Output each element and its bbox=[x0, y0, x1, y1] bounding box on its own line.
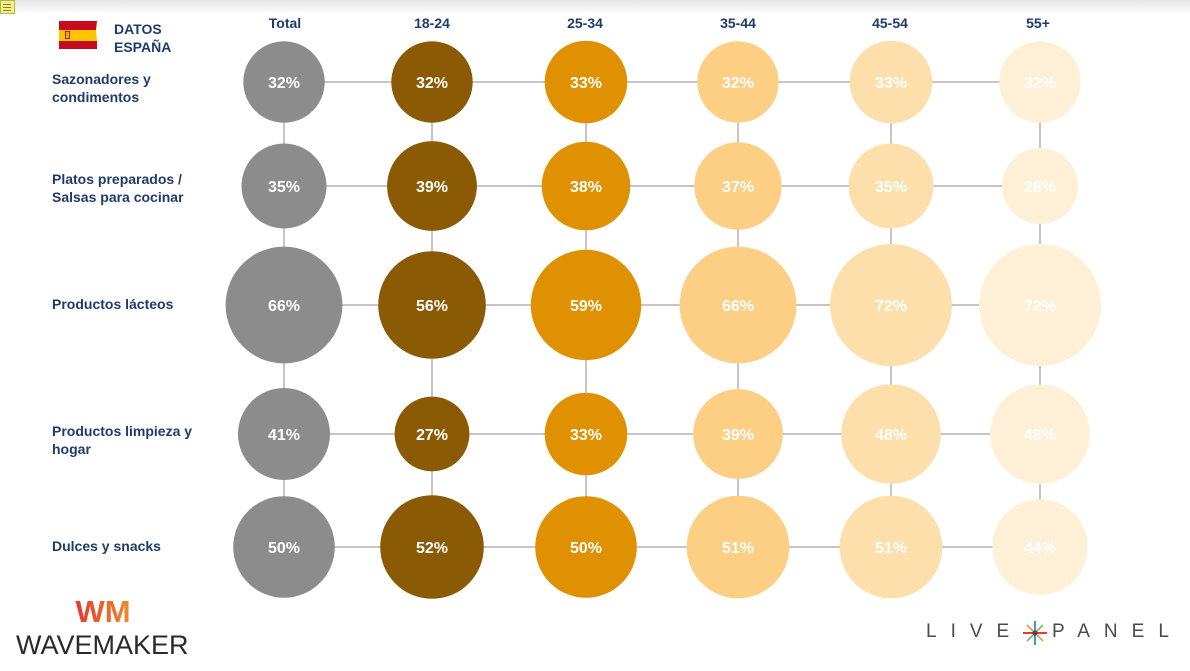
bubble bbox=[697, 41, 779, 123]
bubble bbox=[387, 141, 477, 231]
bubble-value-label: 33% bbox=[875, 75, 907, 92]
bubble bbox=[380, 495, 484, 599]
bubble bbox=[990, 384, 1090, 484]
bubble-value-label: 33% bbox=[570, 427, 602, 444]
bubble-value-label: 35% bbox=[875, 179, 907, 196]
bubble-value-label: 48% bbox=[875, 427, 907, 444]
brand-title: DATOS ESPAÑA bbox=[114, 20, 171, 56]
bubble bbox=[849, 40, 933, 124]
livepanel-star-icon bbox=[1023, 621, 1047, 645]
column-header: 35-44 bbox=[720, 15, 756, 31]
bubble-value-label: 32% bbox=[268, 75, 300, 92]
bubble bbox=[238, 388, 330, 480]
bubble bbox=[848, 143, 934, 229]
livepanel-logo: LIVE PANEL bbox=[926, 618, 1176, 648]
bubble bbox=[378, 251, 486, 359]
bubble-value-label: 32% bbox=[416, 75, 448, 92]
bubble bbox=[394, 396, 470, 472]
row-label: Productos lácteos bbox=[52, 296, 174, 312]
bubble-value-label: 37% bbox=[722, 179, 754, 196]
bubble bbox=[544, 392, 628, 476]
bubble-value-label: 72% bbox=[1024, 298, 1056, 315]
top-shade bbox=[0, 0, 1190, 14]
spain-flag-icon bbox=[58, 20, 98, 50]
wavemaker-name: WAVEMAKER bbox=[16, 630, 189, 660]
bubble-value-label: 35% bbox=[268, 179, 300, 196]
bubble-value-label: 32% bbox=[722, 75, 754, 92]
bubble-value-label: 39% bbox=[416, 179, 448, 196]
bubble bbox=[225, 246, 343, 364]
bubble bbox=[541, 141, 631, 231]
row-label: Productos limpieza y hogar bbox=[52, 423, 193, 457]
bubble-value-label: 33% bbox=[570, 75, 602, 92]
bubble-value-label: 51% bbox=[722, 540, 754, 557]
bubble bbox=[694, 142, 782, 230]
bubble-value-label: 48% bbox=[1024, 427, 1056, 444]
bubble bbox=[233, 496, 335, 598]
bubble bbox=[979, 244, 1101, 366]
bubble-value-label: 32% bbox=[1024, 75, 1056, 92]
bubble bbox=[686, 495, 790, 599]
bubble-value-label: 50% bbox=[268, 540, 300, 557]
bubble-value-label: 50% bbox=[570, 540, 602, 557]
wavemaker-logo: WM WAVEMAKER bbox=[16, 594, 196, 660]
bubble bbox=[992, 499, 1088, 595]
bubble bbox=[535, 496, 637, 598]
bubble-value-label: 66% bbox=[722, 298, 754, 315]
bubble bbox=[999, 41, 1081, 123]
row-label: Dulces y snacks bbox=[52, 538, 161, 554]
title-line2: ESPAÑA bbox=[114, 39, 172, 55]
bubble bbox=[530, 249, 642, 361]
bubble-value-label: 39% bbox=[722, 427, 754, 444]
column-header: 45-54 bbox=[872, 15, 908, 31]
bubble-value-label: 51% bbox=[875, 540, 907, 557]
wavemaker-mark: WM bbox=[75, 594, 130, 628]
wavemaker-mark-icon: WM bbox=[75, 594, 130, 628]
bubble bbox=[1002, 148, 1078, 224]
column-header: 18-24 bbox=[414, 15, 450, 31]
bubble bbox=[679, 246, 797, 364]
bubble-value-label: 52% bbox=[416, 540, 448, 557]
bubble-value-label: 56% bbox=[416, 298, 448, 315]
bubble bbox=[544, 40, 628, 124]
bubble bbox=[830, 244, 952, 366]
livepanel-right: PANEL bbox=[1052, 621, 1183, 642]
bubble bbox=[839, 495, 943, 599]
livepanel-left: LIVE bbox=[926, 621, 1024, 642]
bubble-value-label: 28% bbox=[1024, 179, 1056, 196]
bubble bbox=[693, 389, 783, 479]
bubble bbox=[391, 41, 473, 123]
bubble-value-label: 66% bbox=[268, 298, 300, 315]
bubble-value-label: 44% bbox=[1024, 540, 1056, 557]
note-icon[interactable] bbox=[0, 0, 15, 14]
row-label: Platos preparados / Salsas para cocinar bbox=[52, 171, 184, 205]
column-header: 55+ bbox=[1026, 15, 1050, 31]
bubble-value-label: 59% bbox=[570, 298, 602, 315]
bubble bbox=[841, 384, 941, 484]
column-header: Total bbox=[268, 15, 302, 31]
row-label: Sazonadores y condimentos bbox=[52, 71, 151, 105]
bubble-value-label: 27% bbox=[416, 427, 448, 444]
column-header: 25-34 bbox=[567, 15, 603, 31]
bubble bbox=[243, 41, 325, 123]
bubble-value-label: 41% bbox=[268, 427, 300, 444]
bubble bbox=[241, 143, 327, 229]
title-line1: DATOS bbox=[114, 21, 162, 37]
bubble-value-label: 38% bbox=[570, 179, 602, 196]
bubble-value-label: 72% bbox=[875, 298, 907, 315]
